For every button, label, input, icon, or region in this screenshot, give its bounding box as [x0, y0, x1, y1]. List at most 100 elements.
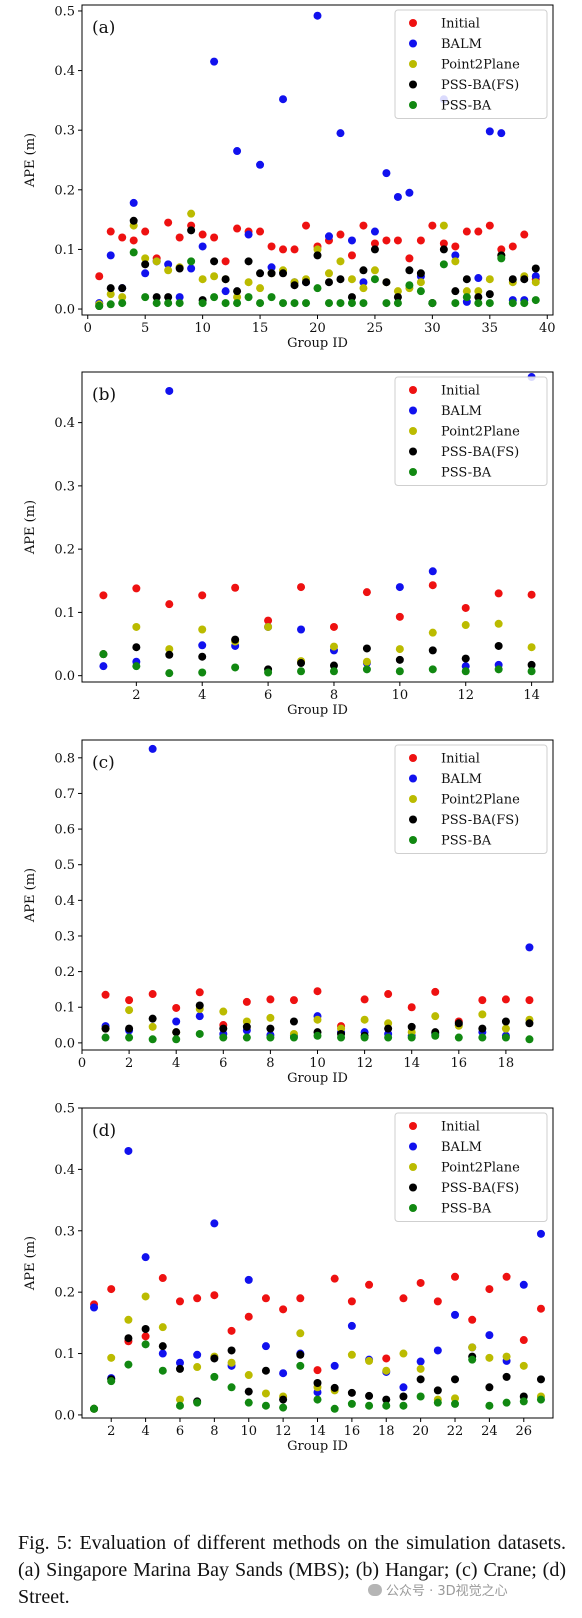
- data-point: [439, 260, 448, 269]
- data-point: [125, 1006, 134, 1015]
- legend-marker: [409, 836, 417, 844]
- data-point: [399, 1401, 408, 1410]
- data-point: [370, 266, 379, 275]
- data-point: [393, 299, 402, 308]
- data-point: [393, 293, 402, 302]
- data-point: [433, 1398, 442, 1407]
- y-tick-label: 0.2: [54, 1286, 75, 1301]
- data-point: [536, 1375, 545, 1384]
- data-point: [279, 299, 288, 308]
- data-point: [428, 299, 437, 308]
- data-point: [296, 1350, 305, 1359]
- legend-box: [394, 744, 548, 854]
- data-point: [107, 1377, 116, 1386]
- data-point: [125, 1024, 134, 1033]
- data-point: [359, 284, 368, 293]
- data-point: [405, 188, 414, 197]
- data-point: [233, 224, 242, 233]
- x-tick-label: 12: [275, 1424, 292, 1439]
- data-point: [416, 278, 425, 287]
- data-point: [494, 619, 503, 628]
- legend-marker: [409, 815, 417, 824]
- data-point: [525, 996, 534, 1005]
- data-point: [264, 668, 273, 677]
- data-point: [439, 221, 448, 230]
- y-tick-label: 0.0: [54, 1408, 75, 1423]
- x-tick-label: 10: [194, 321, 211, 336]
- data-point: [336, 129, 345, 138]
- data-point: [478, 996, 487, 1005]
- x-tick-label: 6: [264, 688, 272, 703]
- data-point: [227, 1383, 236, 1392]
- data-point: [393, 236, 402, 245]
- data-point: [520, 230, 529, 239]
- data-point: [198, 591, 207, 600]
- data-point: [158, 1366, 167, 1375]
- legend-label: PSS-BA(FS): [441, 813, 519, 828]
- data-point: [210, 1291, 219, 1300]
- y-tick-label: 0.0: [54, 1036, 75, 1051]
- legend-marker: [409, 1163, 417, 1171]
- data-point: [384, 1024, 393, 1033]
- data-point: [360, 1033, 369, 1042]
- legend-label: PSS-BA(FS): [441, 78, 519, 93]
- data-point: [118, 293, 127, 302]
- legend-marker: [409, 101, 417, 109]
- legend-label: BALM: [441, 37, 482, 52]
- data-point: [302, 278, 311, 287]
- y-tick-label: 0.3: [54, 929, 75, 944]
- legend-label: Point2Plane: [441, 793, 520, 808]
- data-point: [527, 660, 536, 669]
- data-point: [227, 1358, 236, 1367]
- data-point: [502, 1372, 511, 1381]
- data-point: [347, 275, 356, 284]
- data-point: [462, 293, 471, 302]
- y-tick-label: 0.1: [54, 1001, 75, 1016]
- data-point: [433, 1386, 442, 1395]
- data-point: [451, 1375, 460, 1384]
- data-point: [297, 625, 306, 634]
- y-tick-label: 0.3: [54, 124, 75, 139]
- data-point: [485, 299, 494, 308]
- legend-marker: [409, 468, 417, 476]
- data-point: [382, 278, 391, 287]
- data-point: [129, 198, 138, 207]
- x-tick-label: 24: [481, 1424, 498, 1439]
- data-point: [141, 1324, 150, 1333]
- data-point: [329, 622, 338, 631]
- data-point: [141, 293, 150, 302]
- data-point: [297, 583, 306, 592]
- data-point: [297, 659, 306, 668]
- data-point: [244, 230, 253, 239]
- data-point: [101, 1024, 110, 1033]
- data-point: [261, 1401, 270, 1410]
- wechat-icon: [368, 1584, 382, 1596]
- x-tick-label: 4: [198, 688, 206, 703]
- data-point: [158, 1349, 167, 1358]
- legend-label: Point2Plane: [441, 58, 520, 73]
- x-axis-label: Group ID: [287, 1071, 348, 1086]
- data-point: [198, 299, 207, 308]
- x-tick-label: 12: [457, 688, 474, 703]
- data-point: [347, 1321, 356, 1330]
- data-point: [244, 1312, 253, 1321]
- data-point: [347, 1388, 356, 1397]
- data-point: [382, 169, 391, 178]
- data-point: [474, 293, 483, 302]
- data-point: [337, 1033, 346, 1042]
- x-axis-label: Group ID: [287, 1439, 348, 1454]
- data-point: [141, 227, 150, 236]
- data-point: [451, 287, 460, 296]
- data-point: [370, 227, 379, 236]
- data-point: [313, 11, 322, 20]
- data-point: [468, 1315, 477, 1324]
- data-point: [132, 584, 141, 593]
- data-point: [210, 57, 219, 66]
- data-point: [242, 1033, 251, 1042]
- y-tick-label: 0.1: [54, 1347, 75, 1362]
- data-point: [158, 1323, 167, 1332]
- x-tick-label: 40: [539, 321, 556, 336]
- data-point: [256, 299, 265, 308]
- data-point: [370, 275, 379, 284]
- data-point: [405, 254, 414, 263]
